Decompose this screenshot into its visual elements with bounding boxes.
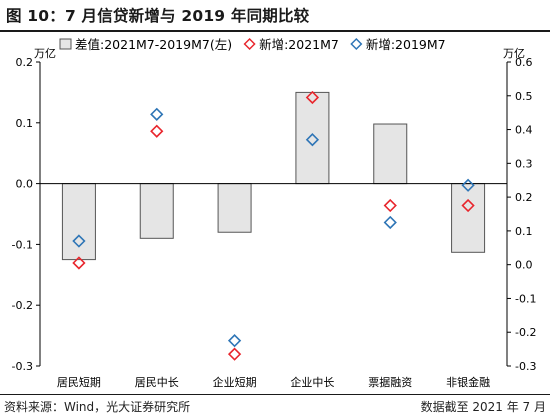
marker-新增:2019M7-居民中长 — [150, 107, 164, 121]
marker-新增:2019M7-企业短期 — [227, 334, 242, 348]
left-tick-label: 0.1 — [16, 117, 34, 130]
title-divider — [0, 30, 550, 32]
category-label: 非银金融 — [446, 375, 490, 389]
legend-swatch-marker — [243, 37, 256, 51]
chart-title: 图 10：7 月信贷新增与 2019 年同期比较 — [6, 7, 310, 25]
bar-非银金融 — [451, 183, 486, 253]
right-axis: 0.6 0.5 0.4 0.3 0.2 0.1 0.0 -0.1 -0.2 -0.3 — [506, 56, 536, 373]
marker-新增:2019M7-票据融资 — [383, 215, 397, 230]
bar-居民短期 — [61, 183, 96, 261]
right-tick-label: 0.6 — [515, 56, 533, 69]
category-label: 票据融资 — [368, 375, 412, 389]
legend-swatch-bar — [59, 38, 72, 50]
right-tick-label: 0.2 — [515, 191, 533, 204]
legend-label: 差值:2021M7-2019M7(左) — [75, 37, 232, 52]
bar-企业中长 — [295, 91, 330, 185]
category-label: 居民中长 — [135, 376, 179, 389]
dual-axis-bar-marker-chart: 差值:2021M7-2019M7(左) 新增:2021M7 新增:2019M7 万亿… — [12, 37, 537, 389]
bar-票据融资 — [373, 123, 408, 185]
left-tick-label: -0.3 — [12, 360, 33, 373]
footer-divider — [0, 394, 550, 395]
category-labels: 居民短期 居民中长 企业短期 企业中长 票据融资 非银金融 — [57, 375, 490, 389]
right-tick-label: -0.2 — [515, 326, 536, 339]
category-label: 居民短期 — [57, 375, 101, 389]
right-tick-label: 0.4 — [515, 124, 533, 137]
category-label: 企业中长 — [290, 375, 334, 389]
legend: 差值:2021M7-2019M7(左) 新增:2021M7 新增:2019M7 — [59, 37, 446, 52]
marker-新增:2019M7-企业中长 — [305, 133, 320, 147]
bar-居民中长 — [139, 183, 174, 239]
left-tick-label: 0.2 — [16, 56, 34, 69]
source-note: 资料来源：Wind，光大证券研究所 — [4, 400, 191, 414]
right-tick-label: 0.1 — [515, 225, 533, 238]
marker-新增:2021M7-非银金融 — [461, 198, 475, 213]
marker-新增:2021M7-企业短期 — [227, 347, 242, 361]
right-tick-label: -0.3 — [515, 360, 536, 373]
left-axis-unit: 万亿 — [34, 47, 56, 60]
marker-新增:2021M7-企业中长 — [305, 90, 320, 105]
right-tick-label: 0.0 — [515, 259, 533, 272]
legend-label: 新增:2021M7 — [259, 37, 339, 52]
right-tick-label: 0.5 — [515, 90, 533, 103]
left-tick-label: 0.0 — [16, 178, 34, 191]
difference-bars — [61, 91, 486, 261]
left-axis: 0.2 0.1 0.0 -0.1 -0.2 -0.3 — [12, 56, 41, 373]
category-label: 企业短期 — [213, 375, 257, 389]
data-cutoff-note: 数据截至 2021 年 7 月 — [420, 400, 546, 414]
bar-企业短期 — [217, 183, 252, 233]
marker-新增:2019M7-居民短期 — [72, 234, 86, 248]
legend-swatch-marker — [350, 37, 363, 51]
legend-label: 新增:2019M7 — [366, 37, 446, 52]
marker-新增:2021M7-票据融资 — [383, 198, 397, 213]
markers — [72, 90, 475, 361]
right-tick-label: -0.1 — [515, 292, 536, 305]
left-tick-label: -0.1 — [12, 238, 33, 251]
marker-新增:2019M7-非银金融 — [461, 178, 475, 192]
right-tick-label: 0.3 — [515, 157, 533, 170]
marker-新增:2021M7-居民中长 — [150, 124, 164, 138]
left-tick-label: -0.2 — [12, 299, 33, 312]
marker-新增:2021M7-居民短期 — [72, 256, 86, 270]
right-axis-unit: 万亿 — [503, 47, 525, 60]
